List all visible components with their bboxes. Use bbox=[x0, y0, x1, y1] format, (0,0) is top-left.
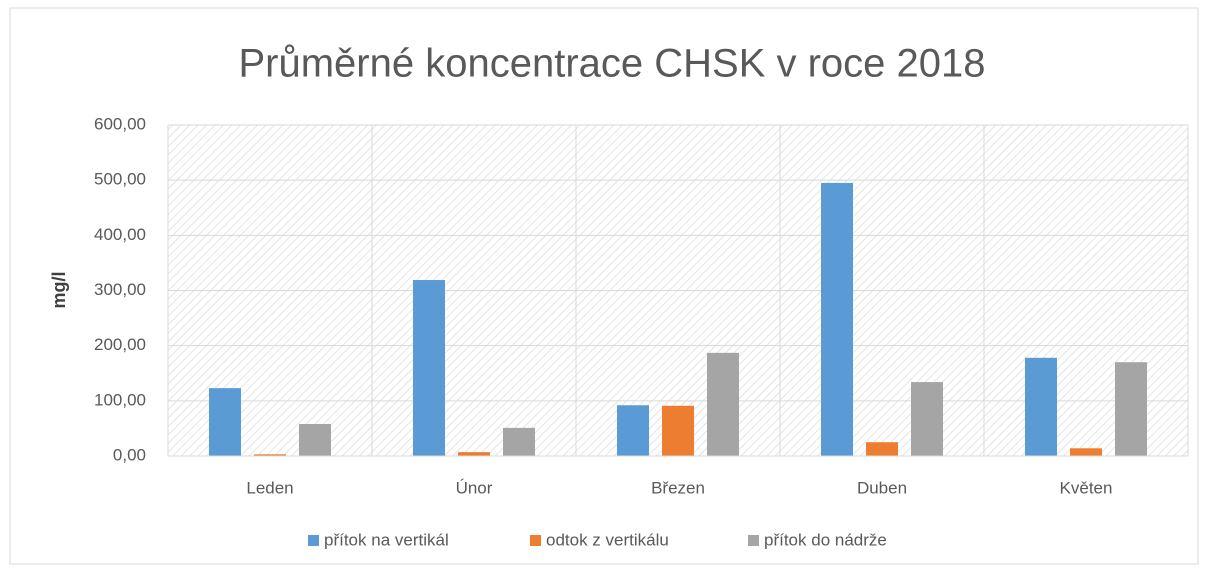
bar bbox=[617, 405, 649, 456]
bar bbox=[1025, 357, 1057, 456]
y-tick-label: 400,00 bbox=[94, 225, 146, 244]
x-tick-label: Květen bbox=[1060, 478, 1113, 497]
bar bbox=[254, 454, 286, 456]
bar bbox=[1070, 448, 1102, 456]
x-tick-label: Březen bbox=[651, 478, 705, 497]
y-tick-label: 600,00 bbox=[94, 114, 146, 133]
bar bbox=[707, 352, 739, 456]
bar bbox=[299, 424, 331, 456]
bar bbox=[458, 452, 490, 456]
bar bbox=[1115, 362, 1147, 456]
y-tick-label: 0,00 bbox=[113, 445, 146, 464]
chart-title: Průměrné koncentrace CHSK v roce 2018 bbox=[238, 42, 985, 86]
legend-label: přítok na vertikál bbox=[324, 530, 449, 549]
legend-swatch bbox=[748, 535, 759, 546]
bar bbox=[662, 405, 694, 456]
bar bbox=[413, 280, 445, 456]
y-tick-label: 500,00 bbox=[94, 170, 146, 189]
y-tick-label: 200,00 bbox=[94, 335, 146, 354]
x-tick-label: Duben bbox=[857, 478, 907, 497]
legend-label: přítok do nádrže bbox=[764, 530, 887, 549]
legend-swatch bbox=[530, 535, 541, 546]
bar bbox=[209, 388, 241, 456]
y-tick-label: 100,00 bbox=[94, 390, 146, 409]
y-axis-label: mg/l bbox=[49, 271, 69, 308]
bar bbox=[821, 182, 853, 457]
bar bbox=[866, 442, 898, 456]
x-tick-label: Únor bbox=[456, 478, 493, 497]
x-tick-label: Leden bbox=[246, 478, 293, 497]
bar bbox=[503, 427, 535, 456]
bar bbox=[911, 382, 943, 456]
y-tick-label: 300,00 bbox=[94, 280, 146, 299]
legend-label: odtok z vertikálu bbox=[546, 530, 669, 549]
legend-swatch bbox=[308, 535, 319, 546]
